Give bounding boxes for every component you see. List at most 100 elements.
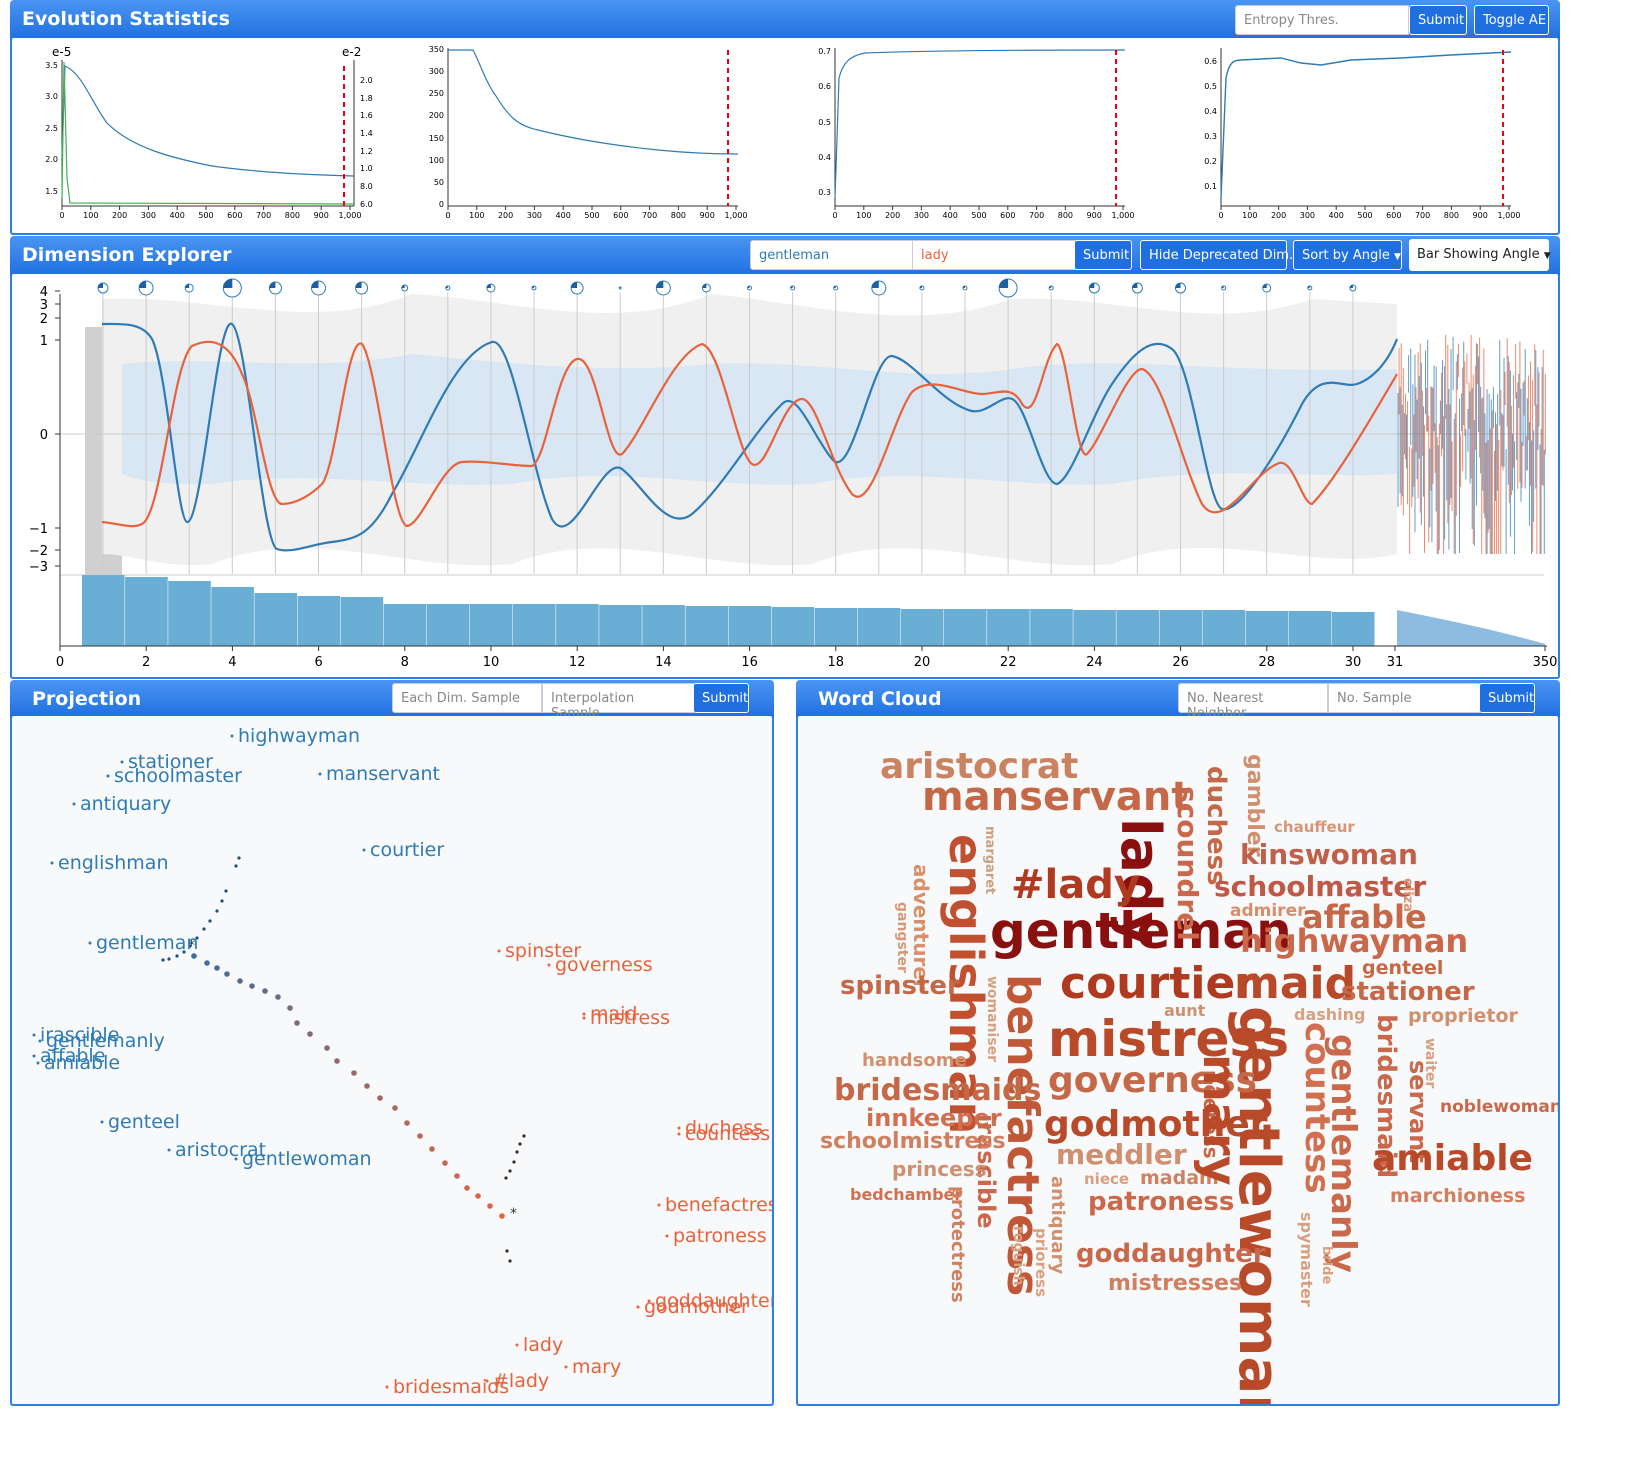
wordcloud-header: Word Cloud No. Nearest Neighbor No. Samp… [796,680,1560,721]
dim-ytick: 2 [40,312,48,327]
projection-word-blue: englishman [58,852,168,874]
c1-ytick: 2.0 [45,155,58,164]
wordcloud-word: dashing [1294,1005,1366,1024]
evolution-xtick: 700 [1029,211,1044,220]
no-sample-input[interactable]: No. Sample [1328,683,1480,713]
angle-pie-slice [486,284,491,288]
dimension-header: Dimension Explorer gentleman lady Submit… [10,236,1560,276]
angle-bar [814,608,858,646]
wordcloud-word: genteel [1362,957,1443,979]
interpolation-point [262,988,268,994]
wordcloud-word: spinster [840,971,960,1001]
interpolation-point [237,856,241,860]
angle-pie-slice [1132,283,1138,288]
angle-pie-slice [919,286,922,288]
dimension-submit-button[interactable]: Submit [1074,240,1132,270]
evolution-submit-button[interactable]: Submit [1409,5,1467,35]
projection-word-blue: stationer [128,751,213,773]
interpolation-point [182,950,186,954]
evolution-xtick: 500 [198,211,213,220]
c1-ytick: 1.5 [45,187,58,196]
angle-pie-slice [1262,284,1267,288]
projection-submit-button[interactable]: Submit [693,683,749,713]
evolution-xtick: 900 [314,211,329,220]
evolution-chart-1: e-5 e-2 3.5 3.0 2.5 2.0 1.5 2.0 1.8 1.6 … [45,45,372,220]
wordcloud-word: gentlewoman [1226,1006,1291,1404]
interpolation-point [442,1160,448,1166]
angle-pie-slice [999,279,1009,288]
wordcloud-word: prioress [1032,1228,1050,1297]
evolution-xtick: 0 [445,211,450,220]
c4-ytick: 0.1 [1204,182,1217,191]
nearest-neighbor-input[interactable]: No. Nearest Neighbor [1178,683,1328,721]
c1-rtick: 2.0 [360,76,373,85]
evolution-chart-3: 0.7 0.6 0.5 0.4 0.3 0 100 200 300 400 500 600 7… [818,47,1134,220]
interpolation-point [351,1070,357,1076]
projection-word-blue: courtier [370,839,444,861]
each-dim-sample-input[interactable]: Each Dim. Sample [392,683,542,713]
chart3-curve [834,49,1126,199]
wordcloud-submit-button[interactable]: Submit [1479,683,1535,713]
interpolation-point [522,1134,526,1138]
c1-rtick: 1.6 [360,111,373,120]
entropy-threshold-input[interactable]: Entropy Thres. [1235,5,1409,35]
interpolation-point [508,1169,512,1173]
c1-rtick: 6.0 [360,200,373,209]
projection-word-blue: aristocrat [175,1139,266,1161]
angle-bar [1030,609,1073,646]
angle-pie-markers [97,278,1357,298]
c3-ytick: 0.5 [818,118,831,127]
interpolation-point [287,1005,293,1011]
interpolation-point [334,1058,340,1064]
c1-ytick: 3.0 [45,92,58,101]
interpolation-point [208,919,212,923]
wordcloud-word: godmother [1044,1104,1268,1145]
wordcloud-word: mistresses [1108,1271,1242,1296]
evolution-xtick: 900 [1473,211,1488,220]
hide-deprecated-button[interactable]: Hide Deprecated Dim. [1140,240,1293,270]
projection-title: Projection [32,688,142,710]
evolution-xtick: 100 [469,211,484,220]
interpolation-sample-input[interactable]: Interpolation Sample [542,683,694,721]
evolution-xtick: 600 [1000,211,1015,220]
evolution-xtick: 500 [971,211,986,220]
angle-bar [728,606,772,646]
evolution-xtick: 100 [1242,211,1257,220]
c1-rtick: 1.0 [360,164,373,173]
evolution-xtick: 0 [1218,211,1223,220]
angle-bar [1288,611,1332,646]
projection-word-blue: gentlemanly [46,1030,165,1052]
wordcloud-panel: aristocrat manservant lady englishman #lady g… [796,716,1562,1434]
projection-word-blue: irascible [40,1024,119,1046]
wordcloud-word: affable [1302,898,1427,936]
angle-bar [771,607,815,646]
angle-pie-slice [790,286,793,288]
word2-input[interactable]: lady [912,240,1075,270]
c2-ytick: 350 [429,45,444,54]
wordcloud-word: amiable [1372,1138,1533,1179]
sort-by-angle-dropdown[interactable]: Sort by Angle ▼ [1293,240,1402,270]
evolution-xtick: 700 [1415,211,1430,220]
dim-xtick: 8 [401,655,409,670]
angle-pie-slice [963,286,965,288]
angle-bar [426,604,470,646]
interpolation-point [377,1095,383,1101]
projection-word-blue: genteel [108,1111,180,1133]
interpolation-point [195,936,199,940]
evolution-xtick: 300 [527,211,542,220]
c2-ytick: 50 [434,178,444,187]
evolution-xtick: 700 [256,211,271,220]
bar-showing-dropdown[interactable]: Bar Showing Angle ▼ [1409,239,1551,271]
angle-bar [513,604,556,646]
bar-label: Bar Showing Angle [1417,247,1540,262]
angle-pie-slice [311,281,319,288]
angle-pie-slice [98,283,103,288]
word1-input[interactable]: gentleman [750,240,913,270]
interpolation-point [167,957,171,961]
dim-xtick: 20 [914,655,931,670]
wordcloud-word: antiquary [1047,1176,1068,1274]
toggle-ae-button[interactable]: Toggle AE [1474,5,1549,35]
dim-xtick: 18 [828,655,845,670]
evolution-xtick: 300 [914,211,929,220]
angle-pie-slice [656,281,664,288]
